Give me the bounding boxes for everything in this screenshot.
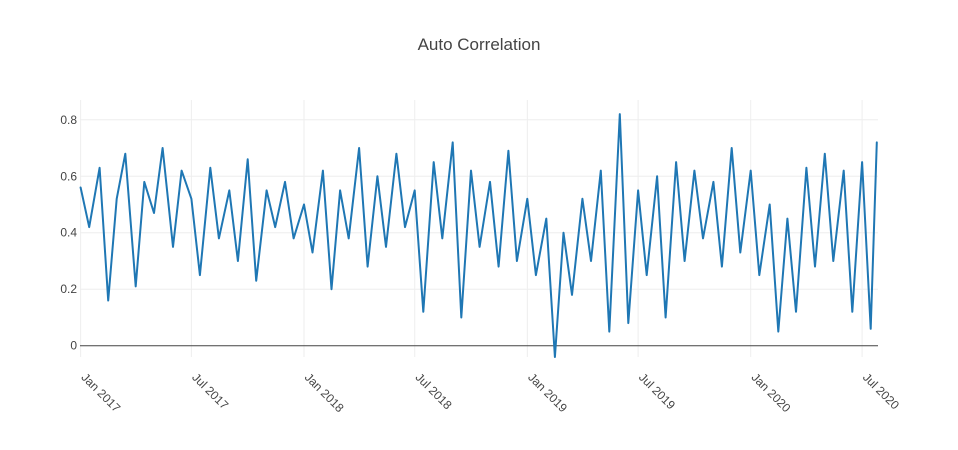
y-tick-label: 0	[70, 339, 77, 353]
y-tick-label: 0.4	[60, 226, 77, 240]
chart-title: Auto Correlation	[418, 35, 541, 54]
series-group	[79, 113, 878, 358]
x-axis-tick-labels: Jan 2017 Jul 2017 Jan 2018 Jul 2018 Jan 2019…	[78, 370, 902, 415]
x-tick-label: Jan 2019	[525, 370, 570, 415]
x-tick-label: Jul 2018	[413, 370, 455, 412]
y-tick-label: 0.8	[60, 113, 77, 127]
x-tick-label: Jul 2019	[636, 370, 678, 412]
y-tick-label: 0.2	[60, 282, 77, 296]
x-tick-label: Jan 2020	[749, 370, 794, 415]
x-tick-label: Jan 2017	[78, 370, 123, 415]
x-tick-label: Jul 2017	[189, 370, 231, 412]
x-tick-label: Jan 2018	[302, 370, 347, 415]
y-tick-label: 0.6	[60, 169, 77, 183]
series-line	[79, 113, 878, 358]
x-tick-label: Jul 2020	[860, 370, 902, 412]
y-axis-tick-labels: 0 0.2 0.4 0.6 0.8	[60, 113, 77, 353]
y-grid-lines	[80, 119, 878, 290]
x-grid-lines	[80, 100, 863, 357]
